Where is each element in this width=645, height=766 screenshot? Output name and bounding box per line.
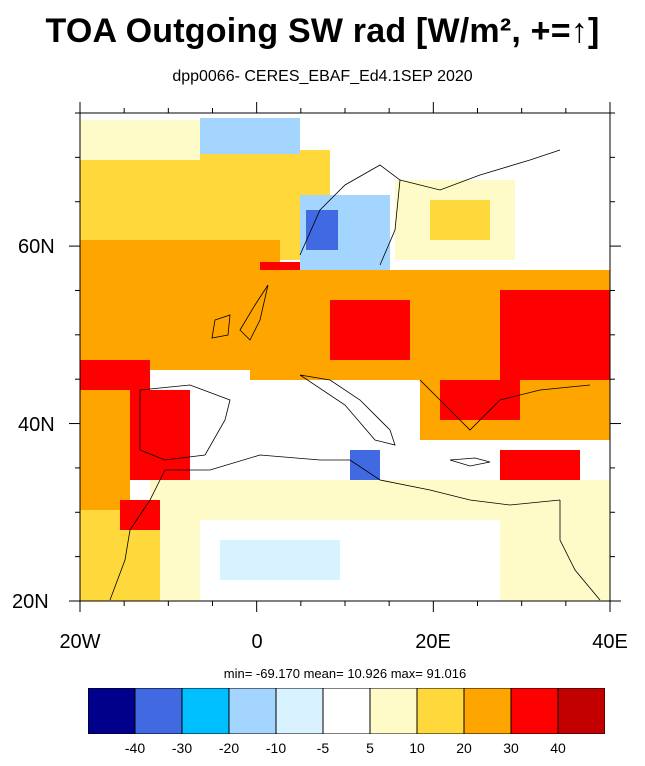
- coastline-west-africa: [109, 529, 131, 601]
- colorbar-label: -20: [218, 740, 240, 756]
- colorbar-labels: -40 -30 -20 -10 -5 5 10 20 30 40: [0, 740, 645, 760]
- lat-tick-label-20n: 20N: [12, 591, 49, 613]
- colorbar-swatch: [134, 688, 183, 734]
- field-greece-red: [440, 380, 520, 420]
- map-ticks: [69, 102, 621, 612]
- map-title: TOA Outgoing SW rad [W/m², +=↑]: [45, 12, 600, 50]
- colorbar-label: 40: [550, 740, 566, 756]
- coastline-ireland: [211, 314, 231, 339]
- lon-tick-label-0: 0: [251, 631, 262, 653]
- colorbar-swatch: [275, 688, 324, 734]
- coastline-finland: [399, 149, 561, 191]
- coastline-italy: [299, 374, 396, 446]
- colorbar-label: 10: [409, 740, 425, 756]
- colorbar-swatch: [416, 688, 465, 734]
- coastline-black-sea-region: [419, 379, 591, 431]
- coastline-britain: [239, 284, 269, 341]
- lon-tick-label-20w: 20W: [59, 631, 100, 653]
- stats-line: min= -69.170 mean= 10.926 max= 91.016: [223, 666, 467, 681]
- field-biscay-red: [80, 360, 150, 390]
- colorbar-label: -40: [124, 740, 146, 756]
- colorbar-label: -30: [171, 740, 193, 756]
- colorbar-swatch: [510, 688, 559, 734]
- field-east-europe-red: [500, 290, 610, 380]
- colorbar-label: -5: [316, 740, 330, 756]
- colorbar-swatch: [322, 688, 371, 734]
- colorbar: [88, 688, 605, 734]
- field-west-iberia-orange: [80, 390, 130, 520]
- colorbar-label: 5: [366, 740, 374, 756]
- field-sahara-lightblue: [220, 540, 340, 580]
- field-finland-yellow: [430, 200, 490, 240]
- lat-tick-label-60n: 60N: [18, 236, 55, 258]
- coastline-red-sea: [559, 500, 601, 601]
- coastline-morocco: [129, 469, 166, 531]
- map-tick-labels: 60N 40N 20N 20W 0 20E 40E: [12, 236, 628, 653]
- colorbar-swatch: [463, 688, 512, 734]
- map-field: [80, 113, 610, 601]
- field-arctic-blue: [200, 118, 300, 154]
- lat-tick-label-40n: 40N: [18, 414, 55, 436]
- coastline-iberia: [139, 384, 231, 461]
- field-tunisia-blue: [350, 450, 380, 485]
- lon-tick-label-20e: 20E: [415, 631, 451, 653]
- field-arctic-pale: [80, 120, 200, 160]
- colorbar-label: 30: [503, 740, 519, 756]
- lon-tick-label-40e: 40E: [592, 631, 628, 653]
- colorbar-label: -10: [265, 740, 287, 756]
- colorbar-swatch: [369, 688, 418, 734]
- colorbar-swatch: [181, 688, 230, 734]
- coastlines: [109, 149, 601, 601]
- field-central-europe-red: [330, 300, 410, 360]
- field-iberia-red: [130, 390, 190, 480]
- coastline-crete: [449, 457, 491, 467]
- colorbar-swatch: [557, 688, 605, 734]
- colorbar-label: 20: [456, 740, 472, 756]
- colorbar-swatch: [228, 688, 277, 734]
- coastline-north-africa: [165, 454, 561, 506]
- coastline-scandinavia: [299, 164, 401, 266]
- field-atlantic-orange: [80, 240, 280, 370]
- colorbar-swatch: [88, 688, 136, 734]
- map-subtitle: dpp0066- CERES_EBAF_Ed4.1SEP 2020: [172, 68, 473, 85]
